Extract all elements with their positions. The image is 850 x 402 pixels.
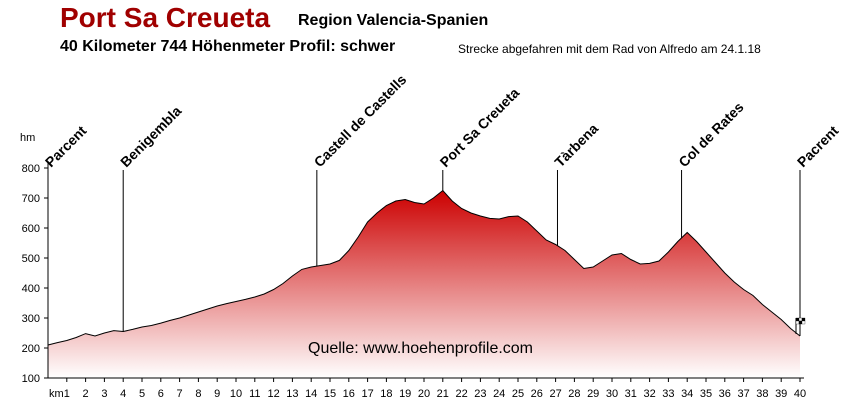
y-tick-label: 600 <box>22 223 40 235</box>
x-tick-label: 29 <box>587 388 599 400</box>
ride-note: Strecke abgefahren mit dem Rad von Alfre… <box>458 42 761 56</box>
x-tick-label: 30 <box>606 388 618 400</box>
x-tick-label: 36 <box>719 388 731 400</box>
region-subtitle: Region Valencia-Spanien <box>298 12 489 29</box>
x-tick-label: 40 <box>794 388 806 400</box>
waypoint-label: Parcent <box>42 122 90 170</box>
x-tick-label: 11 <box>249 388 260 400</box>
elevation-area <box>48 190 800 378</box>
x-axis-unit: km <box>49 388 64 400</box>
waypoint-label: Port Sa Creueta <box>437 84 523 170</box>
finish-flag-icon <box>795 317 806 334</box>
y-tick-label: 800 <box>22 163 40 175</box>
x-tick-label: 14 <box>305 388 317 400</box>
waypoint-label: Benigembla <box>117 103 185 171</box>
x-tick-label: 37 <box>737 388 749 400</box>
x-tick-label: 27 <box>549 388 561 400</box>
x-tick-label: 4 <box>120 388 126 400</box>
x-tick-label: 7 <box>177 388 183 400</box>
x-tick-label: 16 <box>343 388 355 400</box>
x-tick-label: 3 <box>101 388 107 400</box>
x-tick-label: 35 <box>700 388 712 400</box>
x-tick-label: 2 <box>83 388 89 400</box>
x-tick-label: 32 <box>643 388 655 400</box>
x-tick-label: 19 <box>399 388 411 400</box>
x-tick-label: 24 <box>493 388 505 400</box>
y-tick-label: 700 <box>22 193 40 205</box>
flag-square <box>795 317 800 322</box>
flag-square <box>798 317 803 322</box>
flag-square <box>801 317 806 322</box>
x-tick-label: 25 <box>512 388 524 400</box>
source-label: Quelle: www.hoehenprofile.com <box>308 340 533 357</box>
x-tick-label: 9 <box>214 388 220 400</box>
y-tick-label: 100 <box>22 373 40 385</box>
x-tick-label: 34 <box>681 388 693 400</box>
y-tick-label: 500 <box>22 253 40 265</box>
y-axis-label: hm <box>20 132 35 144</box>
x-tick-label: 6 <box>158 388 164 400</box>
y-tick-label: 300 <box>22 313 40 325</box>
x-tick-label: 13 <box>286 388 298 400</box>
waypoint-label: Pacrent <box>794 122 842 170</box>
waypoint-label: Col de Rates <box>675 99 746 170</box>
elevation-line <box>47 189 801 346</box>
y-tick-label: 400 <box>22 283 40 295</box>
page-title: Port Sa Creueta <box>60 2 271 33</box>
x-tick-label: 22 <box>455 388 467 400</box>
x-tick-label: 39 <box>775 388 787 400</box>
x-tick-label: 28 <box>568 388 580 400</box>
x-tick-label: 5 <box>139 388 145 400</box>
x-tick-label: 38 <box>756 388 768 400</box>
x-tick-label: 17 <box>361 388 373 400</box>
x-tick-label: 26 <box>531 388 543 400</box>
x-tick-label: 12 <box>267 388 279 400</box>
flag-square <box>801 320 806 325</box>
flag-square <box>798 320 803 325</box>
x-tick-label: 1 <box>64 388 70 400</box>
x-tick-label: 31 <box>625 388 637 400</box>
x-tick-label: 33 <box>662 388 674 400</box>
x-tick-label: 18 <box>380 388 392 400</box>
y-tick-label: 200 <box>22 343 40 355</box>
x-tick-label: 15 <box>324 388 336 400</box>
x-tick-label: 20 <box>418 388 430 400</box>
route-info: 40 Kilometer 744 Höhenmeter Profil: schw… <box>60 38 396 55</box>
x-tick-label: 10 <box>230 388 242 400</box>
x-tick-label: 8 <box>195 388 201 400</box>
flag-square <box>795 320 800 325</box>
waypoint-label: Castell de Castells <box>311 71 410 170</box>
x-tick-label: 21 <box>437 388 449 400</box>
waypoint-label: Tàrbena <box>551 120 601 170</box>
x-tick-label: 23 <box>474 388 486 400</box>
